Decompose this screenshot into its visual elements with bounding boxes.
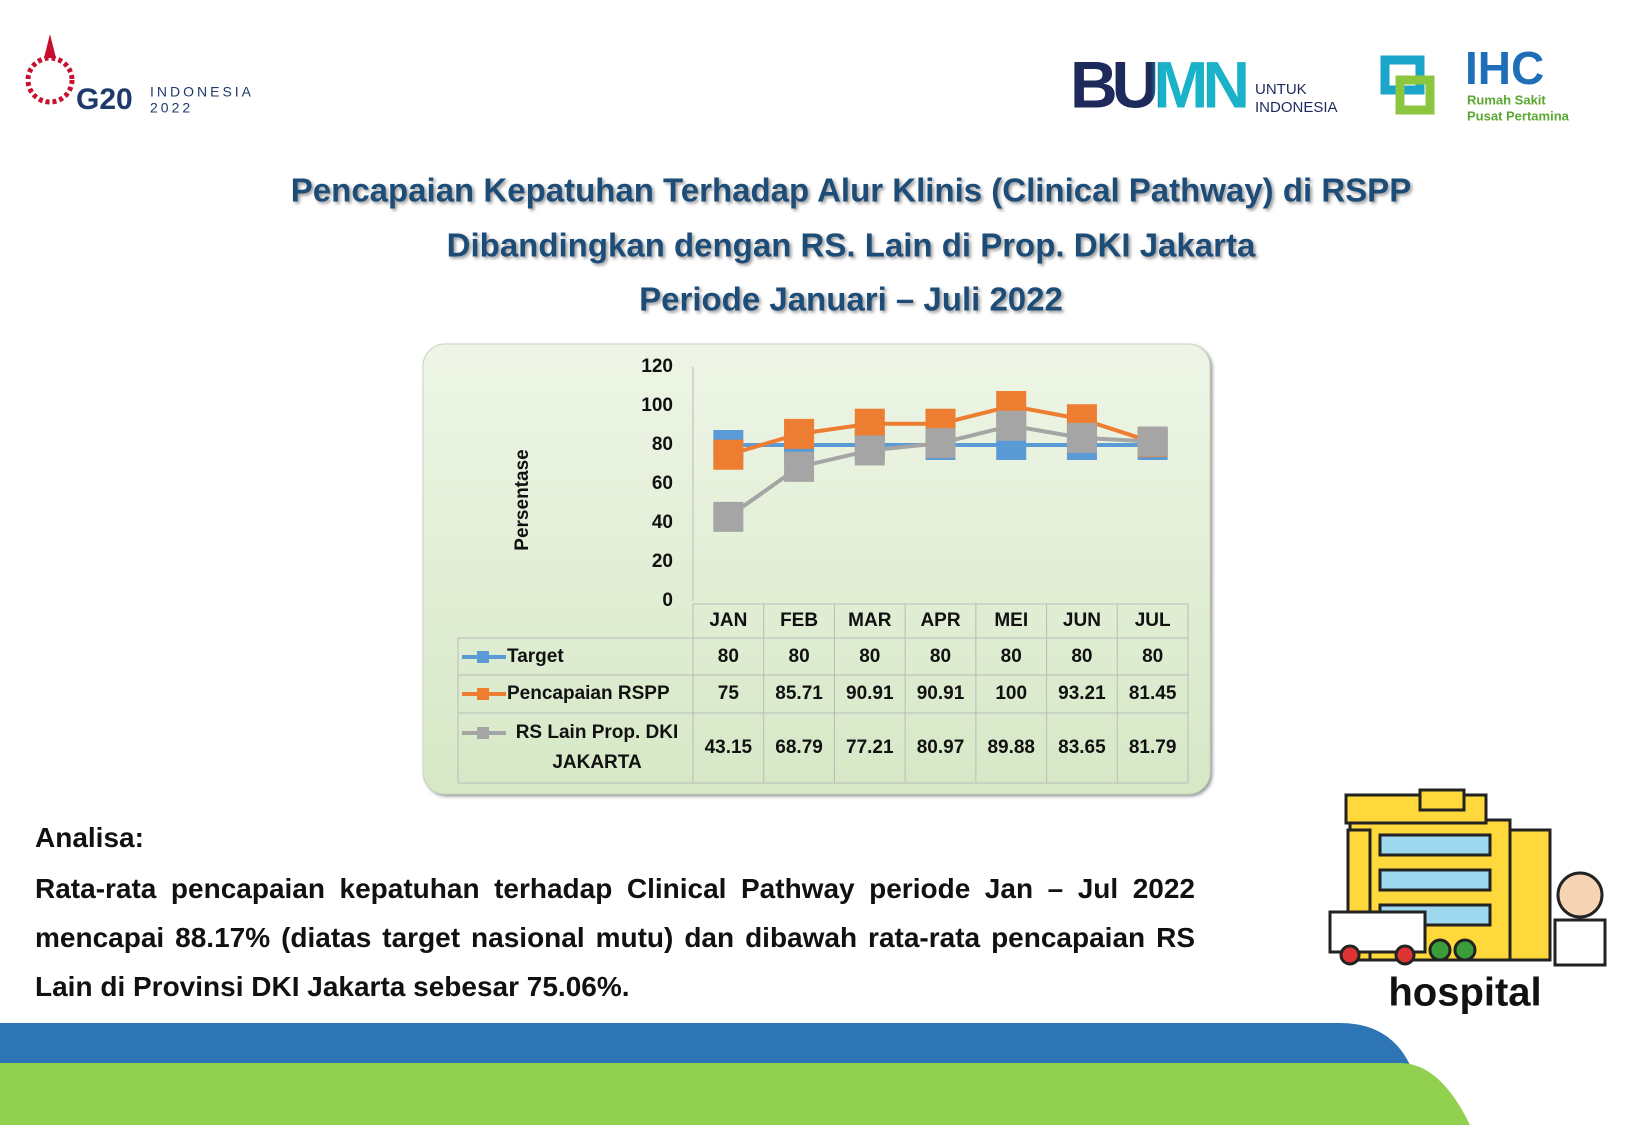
table-value: 81.45 [1129, 683, 1177, 704]
table-value: 80 [1071, 646, 1092, 667]
illustration-label: hospital [1388, 971, 1541, 1015]
marker [996, 410, 1027, 441]
legend-label: Pencapaian RSPP [507, 683, 670, 704]
marker [713, 501, 744, 532]
y-tick-label: 80 [652, 434, 673, 455]
table-value: 68.79 [775, 737, 823, 758]
legend-label: Target [507, 646, 564, 667]
table-value: 89.88 [987, 737, 1035, 758]
table-value: 75 [718, 683, 740, 704]
ihc-line: Rumah Sakit [1467, 92, 1546, 107]
table-value: 80 [1001, 646, 1022, 667]
table-value: 80 [930, 646, 951, 667]
table-value: 43.15 [705, 737, 753, 758]
marker [713, 439, 744, 470]
table-value: 77.21 [846, 737, 894, 758]
table-value: 85.71 [775, 683, 823, 704]
legend-key [477, 727, 489, 739]
y-tick-label: 100 [641, 395, 673, 416]
x-tick-label: JUL [1135, 610, 1171, 631]
x-tick-label: MAR [848, 610, 892, 631]
x-tick-label: JUN [1063, 610, 1101, 631]
g20-text: G20 [76, 83, 133, 116]
chart: 0 20 40 60 80 100 120 Persentase JAN FEB MAR APR MEI… [457, 356, 1189, 784]
table-value: 80 [859, 646, 880, 667]
x-tick-label: JAN [709, 610, 747, 631]
y-tick-label: 20 [652, 551, 673, 572]
green-band [0, 1063, 1470, 1125]
table-value: 93.21 [1058, 683, 1106, 704]
ihc-line: Pusat Pertamina [1467, 108, 1570, 123]
table-value: 100 [995, 683, 1027, 704]
bumn-logo: BUMN [1070, 47, 1250, 121]
title-line: Pencapaian Kepatuhan Terhadap Alur Klini… [291, 172, 1411, 209]
marker [854, 435, 885, 466]
y-tick-label: 0 [662, 590, 673, 611]
table-value: 90.91 [917, 683, 965, 704]
x-tick-label: FEB [780, 610, 818, 631]
table-value: 80 [789, 646, 810, 667]
title-line: Dibandingkan dengan RS. Lain di Prop. DK… [447, 227, 1256, 264]
marker [1066, 422, 1097, 453]
ihc-text: IHC [1465, 42, 1544, 94]
table-value: 80 [718, 646, 739, 667]
analysis-text: Rata-rata pencapaian kepatuhan terhadap … [35, 873, 1195, 1002]
table-value: 80.97 [917, 737, 965, 758]
y-tick-label: 60 [652, 473, 673, 494]
y-axis-label: Persentase [512, 449, 533, 550]
table-value: 83.65 [1058, 737, 1106, 758]
marker [1137, 426, 1168, 457]
table-value: 80 [1142, 646, 1163, 667]
analysis-heading: Analisa: [35, 822, 144, 853]
title-line: Periode Januari – Juli 2022 [639, 281, 1063, 318]
y-tick-label: 120 [641, 356, 673, 377]
legend-key [477, 688, 489, 700]
g20-logo: G20 INDONESIA 2022 [25, 34, 254, 116]
bumn-tag: INDONESIA [1255, 99, 1338, 116]
marker [925, 428, 956, 459]
bumn-tag: UNTUK [1255, 81, 1307, 98]
g20-country: INDONESIA [150, 84, 254, 100]
legend-key [477, 651, 489, 663]
marker [854, 408, 885, 439]
marker [784, 418, 815, 449]
g20-year: 2022 [150, 100, 193, 116]
table-value: 81.79 [1129, 737, 1177, 758]
marker [784, 451, 815, 482]
ihc-logo: IHC Rumah Sakit Pusat Pertamina [1380, 42, 1570, 123]
x-tick-label: APR [920, 610, 960, 631]
hospital-illustration [1328, 788, 1607, 967]
x-tick-label: MEI [994, 610, 1028, 631]
legend-label: RS Lain Prop. DKI JAKARTA [515, 722, 679, 773]
blue-band [0, 1023, 1410, 1065]
y-tick-label: 40 [652, 512, 673, 533]
table-value: 90.91 [846, 683, 894, 704]
